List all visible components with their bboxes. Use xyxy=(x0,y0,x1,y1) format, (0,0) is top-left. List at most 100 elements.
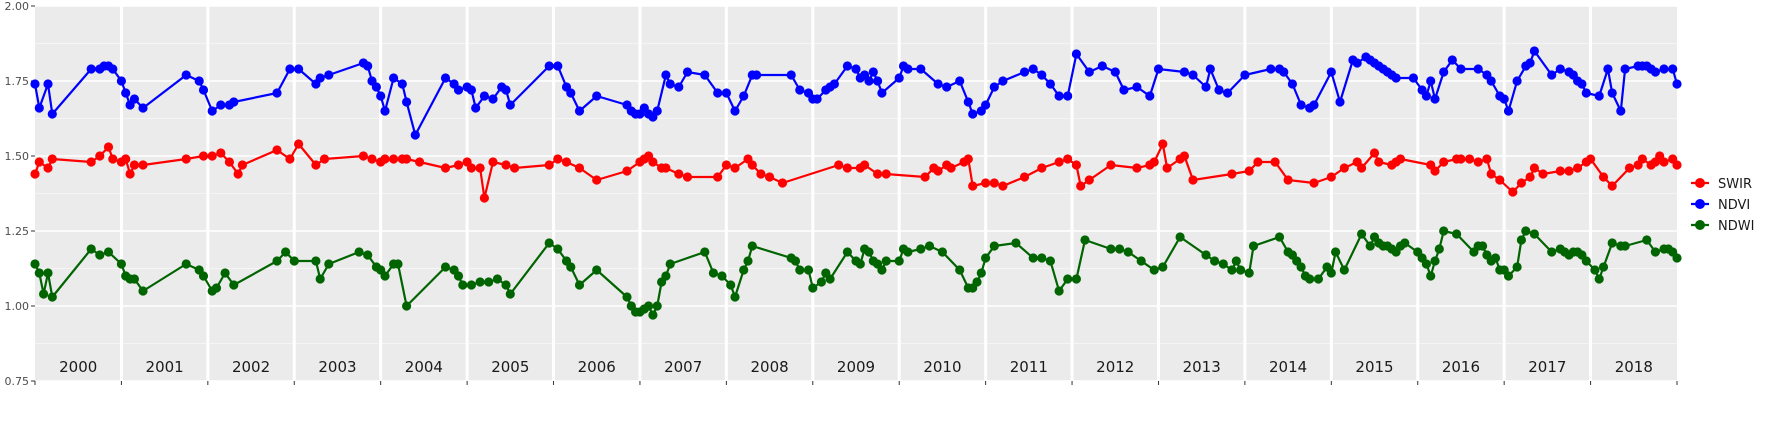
swir-point xyxy=(946,163,956,173)
ndwi-point xyxy=(138,286,148,296)
ndwi-point xyxy=(103,247,114,257)
swir-point xyxy=(1465,154,1475,164)
ndwi-point xyxy=(894,256,904,266)
swir-point xyxy=(380,154,390,164)
ndvi-point xyxy=(216,100,226,110)
ndwi-point xyxy=(976,268,986,278)
ndwi-point xyxy=(864,247,874,257)
ndvi-point xyxy=(1071,49,1081,59)
ndvi-point xyxy=(1028,64,1038,74)
ndvi-point xyxy=(544,61,554,71)
ndwi-point xyxy=(1231,256,1241,266)
legend-marker-ndvi xyxy=(1695,199,1705,209)
ndvi-point xyxy=(1326,67,1336,77)
swir-point xyxy=(294,139,304,149)
swir-point xyxy=(47,154,57,164)
ndwi-point xyxy=(466,280,476,290)
ndvi-point xyxy=(968,109,978,119)
ndwi-point xyxy=(1227,265,1237,275)
swir-point xyxy=(777,178,788,188)
ndvi-point xyxy=(1309,100,1319,110)
ndvi-point xyxy=(501,85,511,95)
year-label: 2018 xyxy=(1615,358,1653,376)
year-label: 2008 xyxy=(750,358,788,376)
swir-point xyxy=(1188,175,1198,185)
year-label: 2013 xyxy=(1183,358,1221,376)
swir-point xyxy=(1037,163,1047,173)
ndwi-point xyxy=(648,310,658,320)
ndvi-point xyxy=(877,88,887,98)
y-tick-label: 1.75 xyxy=(5,75,30,88)
ndwi-point xyxy=(453,271,464,281)
swir-point xyxy=(1495,175,1505,185)
swir-point xyxy=(1076,181,1086,191)
swir-point xyxy=(198,151,209,161)
swir-point xyxy=(86,157,96,167)
ndwi-point xyxy=(1136,256,1146,266)
ndwi-point xyxy=(743,256,753,266)
ndwi-point xyxy=(717,271,727,281)
ndvi-point xyxy=(682,67,693,77)
ndvi-point xyxy=(1668,64,1678,74)
swir-point xyxy=(319,154,330,164)
swir-point xyxy=(415,157,425,167)
ndvi-point xyxy=(981,100,991,110)
ndvi-point xyxy=(730,106,740,116)
swir-point xyxy=(1158,139,1168,149)
ndvi-point xyxy=(665,79,675,89)
ndwi-point xyxy=(1011,238,1021,248)
ndvi-point xyxy=(471,103,481,113)
legend-label-ndwi: NDWI xyxy=(1718,219,1754,234)
swir-point xyxy=(1508,187,1518,197)
swir-point xyxy=(1624,163,1635,173)
ndwi-point xyxy=(1218,259,1228,269)
swir-point xyxy=(1339,163,1349,173)
ndwi-point xyxy=(1594,274,1604,284)
ndvi-point xyxy=(30,79,40,89)
swir-point xyxy=(963,154,973,164)
ndwi-point xyxy=(795,265,805,275)
ndvi-point xyxy=(1616,106,1626,116)
ndwi-point xyxy=(95,250,105,260)
y-tick-label: 0.75 xyxy=(5,375,30,388)
ndvi-point xyxy=(505,100,515,110)
ndvi-point xyxy=(1421,91,1431,101)
ndvi-point xyxy=(1188,70,1198,80)
ndwi-point xyxy=(324,259,334,269)
ndwi-point xyxy=(1123,247,1133,257)
year-label: 2009 xyxy=(837,358,875,376)
ndwi-point xyxy=(1158,262,1168,272)
year-label: 2005 xyxy=(491,358,529,376)
year-label: 2000 xyxy=(59,358,97,376)
ndvi-point xyxy=(315,73,325,83)
ndvi-point xyxy=(1335,97,1345,107)
ndwi-point xyxy=(1313,274,1323,284)
ndvi-point xyxy=(108,64,118,74)
ndwi-point xyxy=(47,292,57,302)
ndvi-point xyxy=(864,76,874,86)
ndwi-point xyxy=(475,277,485,287)
ndwi-point xyxy=(544,238,554,248)
ndwi-point xyxy=(803,265,814,275)
ndwi-point xyxy=(1590,265,1600,275)
ndwi-point xyxy=(402,301,412,311)
ndwi-point xyxy=(1248,241,1259,251)
swir-point xyxy=(237,160,247,170)
ndwi-point xyxy=(937,247,948,257)
ndvi-point xyxy=(488,94,498,104)
ndwi-point xyxy=(972,277,982,287)
year-label: 2004 xyxy=(405,358,443,376)
swir-point xyxy=(1227,169,1237,179)
ndwi-point xyxy=(981,253,991,263)
ndwi-point xyxy=(644,301,654,311)
ndvi-point xyxy=(1430,94,1440,104)
ndvi-point xyxy=(1097,61,1107,71)
ndvi-point xyxy=(1084,67,1094,77)
swir-point xyxy=(592,175,602,185)
ndwi-point xyxy=(652,301,662,311)
ndvi-point xyxy=(1205,64,1215,74)
ndwi-point xyxy=(842,247,853,257)
ndwi-point xyxy=(622,292,632,302)
year-label: 2003 xyxy=(318,358,356,376)
ndwi-point xyxy=(1672,253,1682,263)
